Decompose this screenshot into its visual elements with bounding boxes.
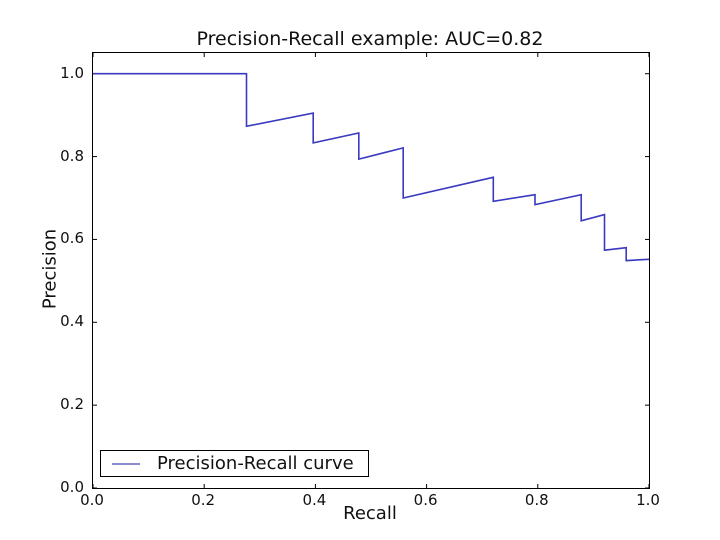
x-tick-label: 0.2 [191,491,216,509]
chart-title: Precision-Recall example: AUC=0.82 [196,28,544,50]
y-tick-label: 0.0 [60,478,84,496]
x-axis-label: Recall [343,503,397,524]
legend-line-sample [112,462,140,465]
plot-area: Precision-Recall curve [92,52,650,489]
y-axis-label: Precision [39,228,61,310]
y-tick-label: 1.0 [60,63,84,82]
y-tick-label: 0.4 [60,312,84,331]
x-tick-label: 0.0 [80,491,104,509]
x-tick-label: 1.0 [636,491,660,509]
x-tick-label: 0.8 [524,491,549,509]
legend-label: Precision-Recall curve [157,453,354,474]
plot-canvas [93,53,649,488]
y-tick-label: 0.6 [60,229,84,248]
precision-recall-curve [93,72,649,262]
x-tick-label: 0.6 [413,491,438,509]
y-tick-label: 0.8 [60,146,84,165]
legend: Precision-Recall curve [100,450,369,477]
x-tick-label: 0.4 [302,491,327,509]
y-tick-label: 0.2 [60,395,84,414]
